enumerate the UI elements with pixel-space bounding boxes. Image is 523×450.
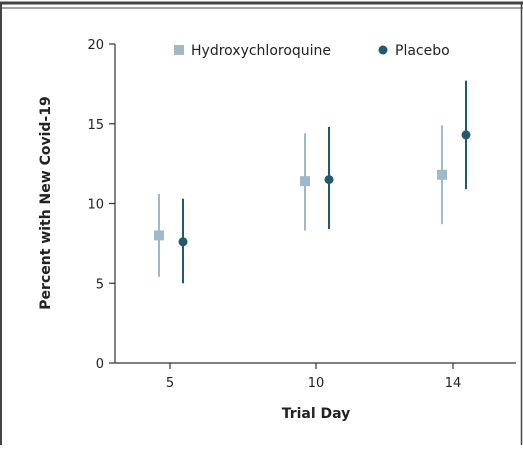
point-placebo-day-10 xyxy=(324,175,334,185)
y-tick-label-15: 15 xyxy=(87,118,104,133)
y-tick-label-5: 5 xyxy=(96,277,104,292)
legend: Hydroxychloroquine Placebo xyxy=(174,43,450,59)
legend-swatch-hydroxychloroquine xyxy=(174,45,184,55)
y-ticks: 0 5 10 15 20 xyxy=(87,38,115,372)
x-axis-title: Trial Day xyxy=(282,406,351,422)
legend-label-placebo: Placebo xyxy=(395,43,450,59)
chart-marks xyxy=(154,80,471,284)
x-tick-label-10: 10 xyxy=(308,376,325,391)
x-tick-label-14: 14 xyxy=(445,376,462,391)
legend-swatch-placebo xyxy=(378,45,388,55)
y-axis-title: Percent with New Covid-19 xyxy=(38,96,54,309)
y-tick-label-20: 20 xyxy=(87,38,104,53)
y-tick-label-0: 0 xyxy=(96,357,104,372)
y-tick-label-10: 10 xyxy=(87,198,104,213)
point-hydroxychloroquine-day-5 xyxy=(154,230,164,241)
point-hydroxychloroquine-day-14 xyxy=(437,169,447,180)
point-placebo-day-14 xyxy=(461,130,471,140)
legend-label-hydroxychloroquine: Hydroxychloroquine xyxy=(191,43,331,59)
point-hydroxychloroquine-day-10 xyxy=(300,176,310,187)
x-ticks: 5 10 14 xyxy=(166,363,461,391)
x-tick-label-5: 5 xyxy=(166,376,174,391)
point-placebo-day-5 xyxy=(178,237,188,247)
